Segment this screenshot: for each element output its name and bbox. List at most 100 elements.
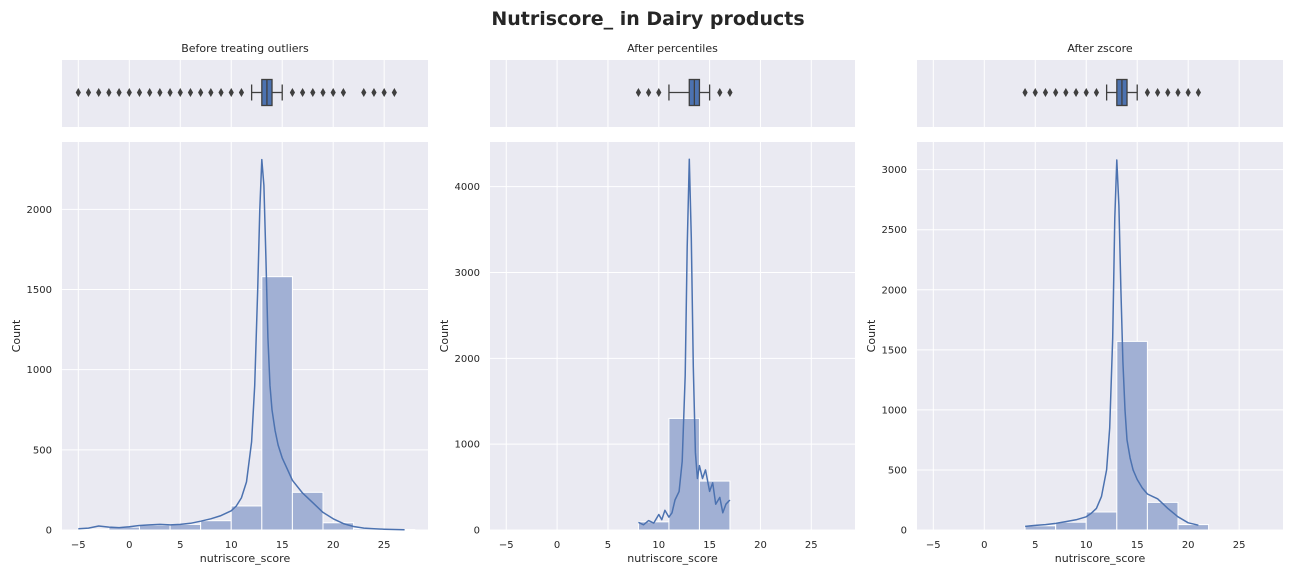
boxplot-outlier — [717, 88, 723, 97]
boxplot-outlier — [126, 88, 132, 97]
y-tick-label: 1500 — [882, 345, 907, 356]
boxplot-outlier — [381, 88, 387, 97]
x-tick-label: 5 — [177, 540, 183, 551]
y-tick-label: 3000 — [882, 165, 907, 176]
subplot-title: After percentiles — [627, 42, 718, 55]
x-axis-label: nutriscore_score — [200, 552, 291, 565]
y-tick-label: 3000 — [455, 268, 480, 279]
x-axis-label: nutriscore_score — [627, 552, 718, 565]
boxplot-outlier — [361, 88, 367, 97]
kde-line — [638, 158, 731, 526]
x-tick-label: 10 — [225, 540, 238, 551]
boxplot-outlier — [96, 88, 102, 97]
y-tick-label: 1000 — [882, 405, 907, 416]
boxplot-outlier — [300, 88, 306, 97]
x-tick-label: 20 — [754, 540, 767, 551]
chart-panel-3: After zscore −5 0 5 10 15 20 25 0 500 1000 1500 2000… — [865, 42, 1283, 565]
boxplot-outlier — [1144, 88, 1151, 97]
boxplot-outlier — [1155, 88, 1161, 97]
boxplot-outlier — [1175, 88, 1181, 97]
y-tick-label: 0 — [901, 526, 907, 537]
x-tick-label: 10 — [1080, 540, 1093, 551]
boxplot-outlier — [1022, 88, 1028, 97]
x-tick-label: 15 — [703, 540, 716, 551]
boxplot-outlier — [330, 88, 336, 97]
boxplot-outlier — [1165, 88, 1171, 97]
x-tick-label: 15 — [1131, 540, 1144, 551]
boxplot-outlier — [116, 88, 122, 97]
x-tick-label: 0 — [126, 540, 132, 551]
x-tick-label: 25 — [1233, 540, 1246, 551]
y-tick-label: 0 — [474, 526, 480, 537]
y-axis-label: Count — [865, 319, 878, 352]
boxplot-outlier — [238, 88, 245, 97]
histogram-bar — [261, 276, 293, 531]
chart-panel-2: After percentiles −5 0 5 10 15 20 25 0 1000 2000 30… — [438, 42, 855, 565]
boxplot-outlier — [177, 88, 183, 97]
kde-line — [1025, 159, 1199, 528]
boxplot-outlier — [187, 88, 194, 97]
boxplot-outlier — [157, 88, 163, 97]
boxplot-outlier — [656, 88, 662, 97]
boxplot-outlier — [340, 88, 346, 97]
boxplot-outlier — [208, 88, 214, 97]
x-tick-label: 25 — [378, 540, 391, 551]
histogram-background — [917, 142, 1283, 530]
boxplot-outlier — [218, 88, 224, 97]
chart-panel-1: Before treating outliers −5 0 5 10 15 20 25 0 500… — [10, 42, 428, 565]
y-tick-label: 1500 — [27, 285, 52, 296]
y-tick-label: 1000 — [455, 440, 480, 451]
histogram-bar — [322, 522, 355, 531]
boxplot-outlier — [1093, 88, 1100, 97]
x-tick-label: −5 — [499, 540, 514, 551]
boxplot-outlier — [1195, 88, 1201, 97]
boxplot-outlier — [1042, 88, 1049, 97]
y-tick-label: 0 — [46, 526, 52, 537]
y-tick-label: 2000 — [27, 205, 52, 216]
boxplot-outlier — [1185, 88, 1191, 97]
boxplot-outlier — [1063, 88, 1069, 97]
boxplot-outlier — [85, 88, 92, 97]
boxplot-outlier — [106, 88, 112, 97]
boxplot-outlier — [228, 88, 234, 97]
x-tick-label: 20 — [1182, 540, 1195, 551]
histogram-bar — [230, 505, 263, 531]
kde-line — [78, 158, 405, 531]
x-tick-label: −5 — [71, 540, 86, 551]
boxplot-outlier — [646, 88, 652, 97]
boxplot-outlier — [727, 88, 733, 97]
boxplot-outlier — [1053, 88, 1059, 97]
boxplot-outlier — [136, 88, 143, 97]
x-tick-label: 5 — [1032, 540, 1038, 551]
boxplot-outlier — [289, 88, 296, 97]
histogram-bar — [1116, 340, 1148, 531]
histogram-bar — [77, 528, 110, 531]
boxplot-background — [62, 60, 428, 127]
boxplot-outlier — [167, 88, 173, 97]
y-tick-label: 2500 — [882, 225, 907, 236]
histogram-bar — [1085, 511, 1118, 531]
x-tick-label: 25 — [805, 540, 818, 551]
subplot-title: Before treating outliers — [181, 42, 309, 55]
boxplot-outlier — [1032, 88, 1038, 97]
histogram-bar — [1177, 524, 1210, 531]
boxplot-outlier — [310, 88, 316, 97]
x-tick-label: 5 — [605, 540, 611, 551]
y-tick-label: 4000 — [455, 182, 480, 193]
boxplot-outlier — [75, 88, 81, 97]
boxplot-outlier — [391, 88, 397, 97]
x-tick-label: 15 — [276, 540, 289, 551]
figure-title: Nutriscore_ in Dairy products — [491, 8, 805, 30]
x-tick-label: 10 — [652, 540, 665, 551]
x-axis-label: nutriscore_score — [1055, 552, 1146, 565]
boxplot-background — [490, 60, 855, 127]
y-axis-label: Count — [10, 319, 23, 352]
boxplot-outlier — [635, 88, 642, 97]
y-tick-label: 2000 — [455, 354, 480, 365]
y-tick-label: 500 — [888, 465, 907, 476]
x-tick-label: −5 — [926, 540, 941, 551]
boxplot-background — [917, 60, 1283, 127]
x-tick-label: 0 — [554, 540, 560, 551]
histogram-bar — [200, 520, 232, 531]
